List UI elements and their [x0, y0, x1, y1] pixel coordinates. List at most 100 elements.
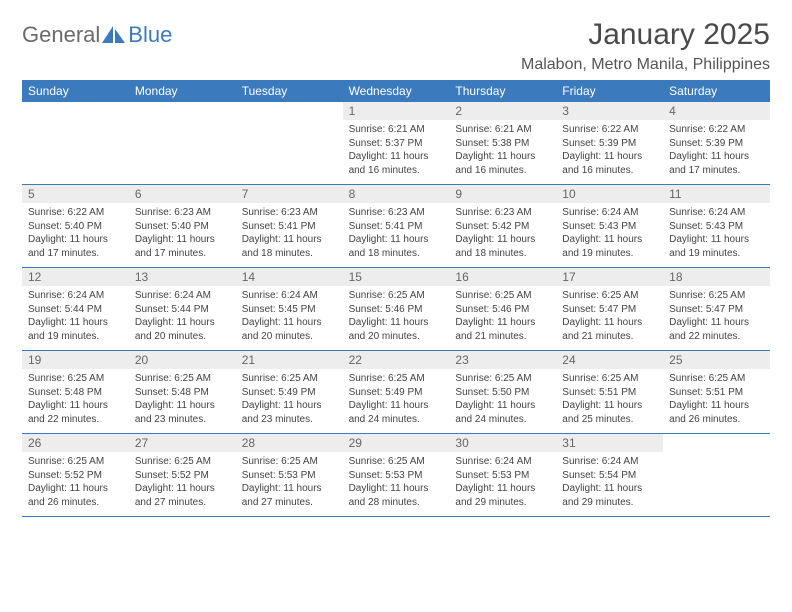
week-row: 1Sunrise: 6:21 AMSunset: 5:37 PMDaylight… [22, 102, 770, 185]
day-number: 1 [343, 102, 450, 120]
day-number: 12 [22, 268, 129, 286]
weekday-label: Monday [129, 80, 236, 102]
day-cell: 31Sunrise: 6:24 AMSunset: 5:54 PMDayligh… [556, 434, 663, 516]
day-cell: 23Sunrise: 6:25 AMSunset: 5:50 PMDayligh… [449, 351, 556, 433]
day-number: 8 [343, 185, 450, 203]
day-number: 2 [449, 102, 556, 120]
day-number: 31 [556, 434, 663, 452]
day-details: Sunrise: 6:25 AMSunset: 5:47 PMDaylight:… [556, 286, 663, 348]
day-details: Sunrise: 6:25 AMSunset: 5:53 PMDaylight:… [343, 452, 450, 514]
weeks-container: 1Sunrise: 6:21 AMSunset: 5:37 PMDaylight… [22, 102, 770, 517]
week-row: 5Sunrise: 6:22 AMSunset: 5:40 PMDaylight… [22, 185, 770, 268]
day-details: Sunrise: 6:24 AMSunset: 5:44 PMDaylight:… [129, 286, 236, 348]
day-cell [129, 102, 236, 184]
day-cell: 28Sunrise: 6:25 AMSunset: 5:53 PMDayligh… [236, 434, 343, 516]
day-details: Sunrise: 6:25 AMSunset: 5:46 PMDaylight:… [449, 286, 556, 348]
day-number: 10 [556, 185, 663, 203]
day-cell: 11Sunrise: 6:24 AMSunset: 5:43 PMDayligh… [663, 185, 770, 267]
day-details [129, 120, 236, 128]
day-cell: 10Sunrise: 6:24 AMSunset: 5:43 PMDayligh… [556, 185, 663, 267]
day-details: Sunrise: 6:22 AMSunset: 5:39 PMDaylight:… [663, 120, 770, 182]
day-details: Sunrise: 6:21 AMSunset: 5:37 PMDaylight:… [343, 120, 450, 182]
header: General Blue January 2025 Malabon, Metro… [22, 18, 770, 74]
day-details: Sunrise: 6:25 AMSunset: 5:47 PMDaylight:… [663, 286, 770, 348]
day-cell: 17Sunrise: 6:25 AMSunset: 5:47 PMDayligh… [556, 268, 663, 350]
day-number: 14 [236, 268, 343, 286]
day-cell: 29Sunrise: 6:25 AMSunset: 5:53 PMDayligh… [343, 434, 450, 516]
day-cell: 21Sunrise: 6:25 AMSunset: 5:49 PMDayligh… [236, 351, 343, 433]
sail-icon [102, 26, 126, 44]
day-cell: 26Sunrise: 6:25 AMSunset: 5:52 PMDayligh… [22, 434, 129, 516]
day-details: Sunrise: 6:24 AMSunset: 5:44 PMDaylight:… [22, 286, 129, 348]
day-cell: 13Sunrise: 6:24 AMSunset: 5:44 PMDayligh… [129, 268, 236, 350]
day-cell: 1Sunrise: 6:21 AMSunset: 5:37 PMDaylight… [343, 102, 450, 184]
day-number: 4 [663, 102, 770, 120]
day-number [236, 102, 343, 120]
day-number: 3 [556, 102, 663, 120]
weekday-label: Friday [556, 80, 663, 102]
day-number: 19 [22, 351, 129, 369]
day-number: 16 [449, 268, 556, 286]
day-number: 28 [236, 434, 343, 452]
weekday-label: Sunday [22, 80, 129, 102]
day-number: 13 [129, 268, 236, 286]
day-cell: 25Sunrise: 6:25 AMSunset: 5:51 PMDayligh… [663, 351, 770, 433]
day-details [663, 452, 770, 460]
day-number: 18 [663, 268, 770, 286]
day-number: 17 [556, 268, 663, 286]
day-number: 22 [343, 351, 450, 369]
day-details: Sunrise: 6:24 AMSunset: 5:43 PMDaylight:… [663, 203, 770, 265]
day-number: 25 [663, 351, 770, 369]
day-details: Sunrise: 6:25 AMSunset: 5:48 PMDaylight:… [129, 369, 236, 431]
day-number: 7 [236, 185, 343, 203]
week-row: 12Sunrise: 6:24 AMSunset: 5:44 PMDayligh… [22, 268, 770, 351]
day-details: Sunrise: 6:21 AMSunset: 5:38 PMDaylight:… [449, 120, 556, 182]
weekday-label: Thursday [449, 80, 556, 102]
day-details: Sunrise: 6:25 AMSunset: 5:52 PMDaylight:… [129, 452, 236, 514]
day-details: Sunrise: 6:25 AMSunset: 5:49 PMDaylight:… [343, 369, 450, 431]
day-details: Sunrise: 6:25 AMSunset: 5:48 PMDaylight:… [22, 369, 129, 431]
weekday-header: SundayMondayTuesdayWednesdayThursdayFrid… [22, 80, 770, 102]
day-details: Sunrise: 6:23 AMSunset: 5:42 PMDaylight:… [449, 203, 556, 265]
day-details: Sunrise: 6:25 AMSunset: 5:53 PMDaylight:… [236, 452, 343, 514]
day-number [129, 102, 236, 120]
day-number: 21 [236, 351, 343, 369]
day-details: Sunrise: 6:25 AMSunset: 5:51 PMDaylight:… [663, 369, 770, 431]
day-number [663, 434, 770, 452]
day-cell: 3Sunrise: 6:22 AMSunset: 5:39 PMDaylight… [556, 102, 663, 184]
weekday-label: Wednesday [343, 80, 450, 102]
day-cell: 20Sunrise: 6:25 AMSunset: 5:48 PMDayligh… [129, 351, 236, 433]
day-cell: 22Sunrise: 6:25 AMSunset: 5:49 PMDayligh… [343, 351, 450, 433]
day-cell: 27Sunrise: 6:25 AMSunset: 5:52 PMDayligh… [129, 434, 236, 516]
day-cell: 19Sunrise: 6:25 AMSunset: 5:48 PMDayligh… [22, 351, 129, 433]
day-details: Sunrise: 6:25 AMSunset: 5:52 PMDaylight:… [22, 452, 129, 514]
day-details: Sunrise: 6:23 AMSunset: 5:41 PMDaylight:… [236, 203, 343, 265]
day-cell: 4Sunrise: 6:22 AMSunset: 5:39 PMDaylight… [663, 102, 770, 184]
logo-text-blue: Blue [128, 22, 172, 48]
day-details: Sunrise: 6:24 AMSunset: 5:43 PMDaylight:… [556, 203, 663, 265]
day-details: Sunrise: 6:24 AMSunset: 5:54 PMDaylight:… [556, 452, 663, 514]
day-cell: 6Sunrise: 6:23 AMSunset: 5:40 PMDaylight… [129, 185, 236, 267]
day-details: Sunrise: 6:25 AMSunset: 5:51 PMDaylight:… [556, 369, 663, 431]
day-cell: 15Sunrise: 6:25 AMSunset: 5:46 PMDayligh… [343, 268, 450, 350]
day-cell: 7Sunrise: 6:23 AMSunset: 5:41 PMDaylight… [236, 185, 343, 267]
day-number: 29 [343, 434, 450, 452]
location: Malabon, Metro Manila, Philippines [521, 56, 770, 74]
day-cell [236, 102, 343, 184]
logo-text-general: General [22, 22, 100, 48]
day-cell: 18Sunrise: 6:25 AMSunset: 5:47 PMDayligh… [663, 268, 770, 350]
day-cell: 30Sunrise: 6:24 AMSunset: 5:53 PMDayligh… [449, 434, 556, 516]
day-number: 20 [129, 351, 236, 369]
day-details: Sunrise: 6:23 AMSunset: 5:40 PMDaylight:… [129, 203, 236, 265]
weekday-label: Saturday [663, 80, 770, 102]
day-number: 24 [556, 351, 663, 369]
day-details: Sunrise: 6:25 AMSunset: 5:46 PMDaylight:… [343, 286, 450, 348]
day-details: Sunrise: 6:25 AMSunset: 5:50 PMDaylight:… [449, 369, 556, 431]
day-cell: 8Sunrise: 6:23 AMSunset: 5:41 PMDaylight… [343, 185, 450, 267]
week-row: 19Sunrise: 6:25 AMSunset: 5:48 PMDayligh… [22, 351, 770, 434]
logo: General Blue [22, 22, 172, 48]
day-details [236, 120, 343, 128]
month-title: January 2025 [521, 18, 770, 52]
day-number: 30 [449, 434, 556, 452]
calendar: SundayMondayTuesdayWednesdayThursdayFrid… [22, 80, 770, 517]
